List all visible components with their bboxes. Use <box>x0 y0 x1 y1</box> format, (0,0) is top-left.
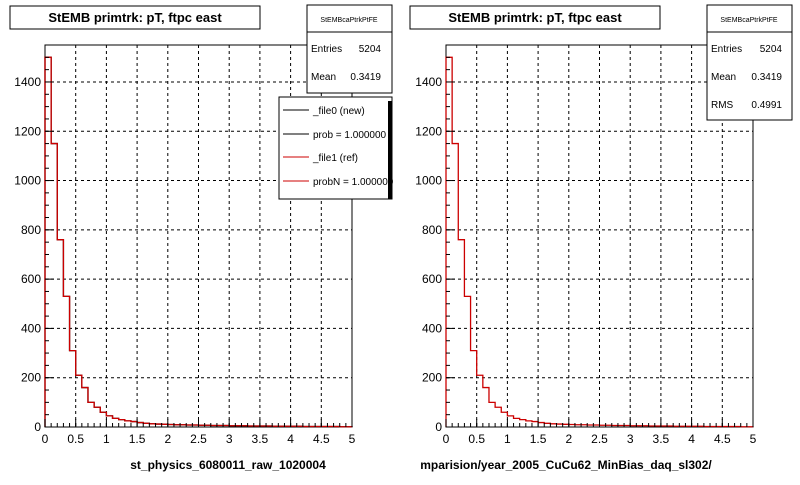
x-tick-label: 4 <box>287 432 294 446</box>
x-tick-label: 1 <box>504 432 511 446</box>
right-x-ticks: 0 0.5 1 1.5 2 2.5 3 3.5 4 4.5 5 <box>443 419 757 446</box>
x-tick-label: 2.5 <box>190 432 207 446</box>
x-tick-label: 2 <box>565 432 572 446</box>
right-stats-mean-value: 0.3419 <box>751 72 782 83</box>
right-x-axis-title: mparision/year_2005_CuCu62_MinBias_daq_s… <box>420 458 712 472</box>
right-stats-rms-label: RMS <box>711 100 734 111</box>
y-tick-label: 800 <box>21 223 41 237</box>
right-stats-mean-label: Mean <box>711 72 736 83</box>
y-tick-label: 1400 <box>415 75 442 89</box>
x-tick-label: 4.5 <box>714 432 731 446</box>
y-tick-label: 0 <box>34 420 41 434</box>
x-tick-label: 3 <box>226 432 233 446</box>
x-tick-label: 4.5 <box>313 432 330 446</box>
legend-label-ref: _file1 (ref) <box>312 153 358 164</box>
legend-label-prob: prob = 1.000000 <box>313 130 387 141</box>
y-tick-label: 800 <box>422 223 442 237</box>
x-tick-label: 1.5 <box>129 432 146 446</box>
legend-label-probN: probN = 1.000000 <box>313 177 394 188</box>
left-histogram-pad: 0 200 400 600 800 1000 1200 1400 0 0.5 1 1.5 2 2.5 3 3… <box>9 4 394 472</box>
right-stats-box <box>706 4 793 121</box>
x-tick-label: 0.5 <box>67 432 84 446</box>
right-stats-rms-value: 0.4991 <box>751 100 782 111</box>
left-stats-mean-label: Mean <box>311 72 336 83</box>
right-histogram-pad: 0 200 400 600 800 1000 1200 1400 0 0.5 1 1.5 2 2.5 3 3… <box>409 4 793 472</box>
left-stats-box <box>306 4 393 94</box>
left-title-box <box>9 5 261 30</box>
left-stats-mean-value: 0.3419 <box>350 72 381 83</box>
y-tick-label: 400 <box>21 321 41 335</box>
x-tick-label: 5 <box>750 432 757 446</box>
left-stats-entries-value: 5204 <box>359 44 382 55</box>
y-tick-label: 1400 <box>14 75 41 89</box>
right-stats-entries-label: Entries <box>711 44 742 55</box>
legend-label-new: _file0 (new) <box>312 106 365 117</box>
y-tick-label: 1000 <box>14 174 41 188</box>
y-tick-label: 400 <box>422 321 442 335</box>
right-stats-header: StEMBcaPtrkPtFE <box>720 17 778 24</box>
y-tick-label: 200 <box>21 371 41 385</box>
x-tick-label: 3 <box>627 432 634 446</box>
left-y-ticks: 0 200 400 600 800 1000 1200 1400 <box>14 44 54 434</box>
x-tick-label: 2 <box>164 432 171 446</box>
y-tick-label: 600 <box>21 272 41 286</box>
x-tick-label: 4 <box>688 432 695 446</box>
y-tick-label: 600 <box>422 272 442 286</box>
right-chart-title: StEMB primtrk: pT, ftpc east <box>448 10 622 25</box>
x-tick-label: 0.5 <box>468 432 485 446</box>
right-stats-entries-value: 5204 <box>760 44 783 55</box>
x-tick-label: 1 <box>103 432 110 446</box>
x-tick-label: 3.5 <box>252 432 269 446</box>
left-chart-title: StEMB primtrk: pT, ftpc east <box>48 10 222 25</box>
left-stats-entries-label: Entries <box>311 44 342 55</box>
y-tick-label: 200 <box>422 371 442 385</box>
left-stats-header: StEMBcaPtrkPtFE <box>320 17 378 24</box>
x-tick-label: 0 <box>42 432 49 446</box>
right-title-box <box>409 5 661 30</box>
x-tick-label: 2.5 <box>591 432 608 446</box>
left-x-axis-title: st_physics_6080011_raw_1020004 <box>130 458 326 472</box>
y-tick-label: 1200 <box>415 124 442 138</box>
y-tick-label: 1200 <box>14 124 41 138</box>
x-tick-label: 1.5 <box>530 432 547 446</box>
left-legend: _file0 (new) prob = 1.000000 _file1 (ref… <box>278 96 394 200</box>
y-tick-label: 0 <box>435 420 442 434</box>
y-tick-label: 1000 <box>415 174 442 188</box>
x-tick-label: 0 <box>443 432 450 446</box>
x-tick-label: 5 <box>349 432 356 446</box>
left-x-ticks: 0 0.5 1 1.5 2 2.5 3 3.5 4 4.5 5 <box>42 419 356 446</box>
right-y-ticks: 0 200 400 600 800 1000 1200 1400 <box>415 44 455 434</box>
x-tick-label: 3.5 <box>653 432 670 446</box>
